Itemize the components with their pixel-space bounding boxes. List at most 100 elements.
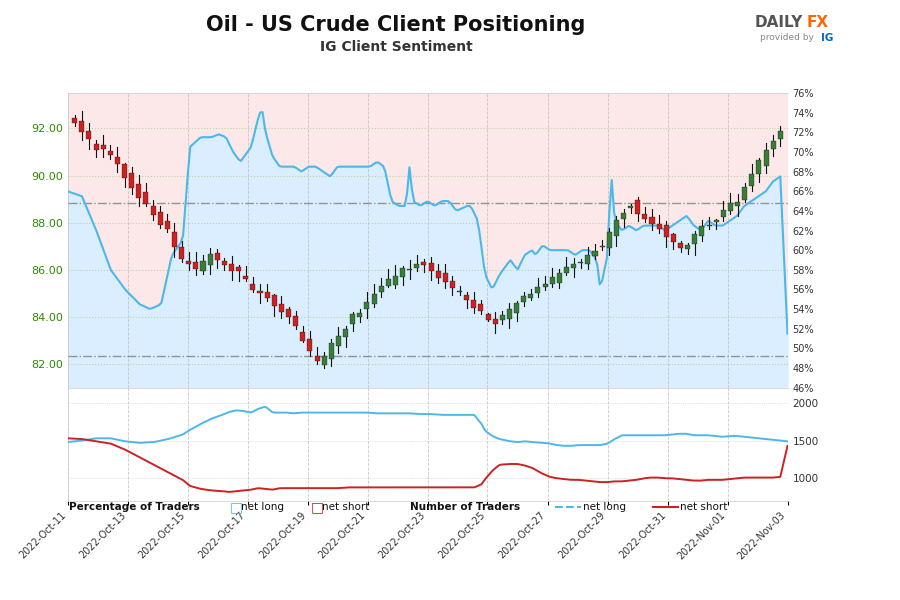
Bar	[436, 271, 441, 278]
Bar	[265, 292, 270, 298]
Bar	[243, 275, 248, 279]
Bar	[721, 210, 725, 217]
Bar	[486, 314, 491, 320]
Bar	[393, 276, 398, 285]
Bar	[257, 291, 263, 293]
Bar	[272, 295, 277, 305]
Bar	[778, 131, 783, 139]
Bar	[364, 302, 369, 309]
Text: IG Client Sentiment: IG Client Sentiment	[320, 40, 472, 54]
Bar	[208, 254, 212, 265]
Bar	[735, 202, 740, 206]
Bar	[464, 295, 469, 300]
Bar	[108, 151, 112, 155]
Bar	[222, 262, 227, 265]
Bar	[457, 290, 462, 292]
Bar	[585, 255, 590, 264]
Bar	[450, 281, 455, 287]
Bar	[308, 339, 312, 351]
Bar	[657, 224, 662, 229]
Bar	[72, 118, 77, 122]
Bar	[94, 143, 99, 150]
Bar	[279, 304, 284, 312]
Text: Number of Traders: Number of Traders	[410, 502, 519, 512]
Bar	[386, 279, 391, 286]
Bar	[150, 206, 156, 215]
Bar	[201, 261, 205, 271]
Bar	[443, 273, 448, 283]
Bar	[179, 247, 184, 259]
Bar	[321, 356, 327, 365]
Bar	[215, 253, 220, 260]
Bar	[714, 220, 719, 222]
Bar	[158, 212, 163, 225]
Bar	[564, 266, 569, 272]
Bar	[500, 316, 505, 320]
Bar	[670, 235, 676, 242]
Bar	[236, 268, 241, 271]
Bar	[194, 262, 198, 269]
Text: provided by: provided by	[760, 33, 817, 42]
Text: DAILY: DAILY	[754, 15, 803, 30]
Text: □: □	[230, 500, 243, 514]
Bar	[407, 269, 412, 270]
Bar	[301, 332, 305, 341]
Bar	[592, 251, 598, 256]
Bar	[685, 245, 690, 249]
Text: FX: FX	[806, 15, 829, 30]
Bar	[165, 221, 170, 229]
Bar	[472, 300, 476, 308]
Bar	[550, 277, 554, 284]
Bar	[250, 284, 256, 290]
Bar	[421, 262, 427, 265]
Bar	[607, 232, 612, 248]
Bar	[628, 206, 633, 208]
Text: □: □	[310, 500, 324, 514]
Bar	[706, 225, 712, 226]
Bar	[663, 225, 669, 236]
Text: Oil - US Crude Client Positioning: Oil - US Crude Client Positioning	[206, 15, 586, 35]
Bar	[678, 242, 683, 248]
Bar	[372, 293, 376, 304]
Text: Percentage of Traders: Percentage of Traders	[69, 502, 200, 512]
Bar	[328, 343, 334, 359]
Bar	[635, 200, 640, 214]
Bar	[172, 232, 177, 247]
Bar	[479, 304, 483, 311]
Bar	[293, 316, 298, 326]
Bar	[621, 213, 626, 220]
Text: net long: net long	[241, 502, 284, 512]
Text: net short: net short	[680, 502, 728, 512]
Bar	[143, 192, 148, 204]
Bar	[578, 262, 583, 263]
Bar	[343, 329, 348, 337]
Text: net long: net long	[583, 502, 626, 512]
Bar	[763, 149, 769, 166]
Bar	[86, 131, 92, 139]
Bar	[136, 184, 141, 197]
Bar	[742, 187, 747, 200]
Bar	[101, 145, 105, 149]
Bar	[699, 226, 705, 236]
Bar	[314, 356, 319, 361]
Bar	[514, 303, 519, 313]
Bar	[357, 313, 363, 317]
Bar	[536, 287, 541, 293]
Bar	[614, 220, 619, 236]
Bar	[79, 121, 85, 133]
Bar	[229, 264, 234, 271]
Bar	[572, 264, 576, 268]
Bar	[599, 246, 605, 247]
Bar	[692, 234, 698, 244]
Bar	[115, 157, 120, 164]
Bar	[130, 173, 134, 188]
Bar	[770, 140, 776, 149]
Bar	[350, 314, 356, 324]
Bar	[400, 268, 405, 277]
Bar	[379, 286, 383, 292]
Bar	[122, 164, 127, 178]
Bar	[414, 264, 419, 268]
Text: net short: net short	[322, 502, 370, 512]
Text: IG: IG	[821, 33, 833, 43]
Bar	[507, 309, 512, 319]
